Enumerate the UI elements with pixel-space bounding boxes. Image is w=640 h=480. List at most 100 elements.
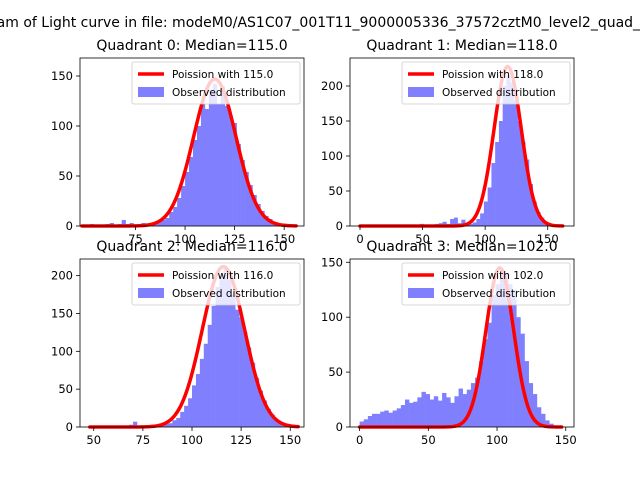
histogram-bar bbox=[223, 266, 228, 427]
histogram-bar bbox=[247, 347, 252, 427]
histogram-bar bbox=[433, 396, 439, 427]
histogram-bar bbox=[236, 144, 241, 226]
histogram-bar bbox=[248, 185, 253, 226]
y-tick-label: 0 bbox=[336, 219, 343, 233]
histogram-bar bbox=[376, 413, 381, 427]
histogram-bar bbox=[462, 394, 468, 427]
histogram-bar bbox=[532, 201, 537, 226]
histogram-bar bbox=[215, 287, 220, 427]
histogram-bars bbox=[359, 273, 562, 427]
x-tick-label: 150 bbox=[273, 232, 295, 246]
histogram-bar bbox=[512, 289, 517, 427]
histogram-bar bbox=[177, 198, 182, 226]
y-tick-label: 150 bbox=[321, 255, 343, 269]
histogram-bar bbox=[487, 187, 492, 226]
histogram-bar bbox=[216, 104, 222, 226]
histogram-bar bbox=[219, 275, 224, 427]
legend-label: Poission with 118.0 bbox=[442, 69, 543, 81]
histogram-bar bbox=[240, 160, 245, 226]
histogram-bar bbox=[541, 413, 546, 427]
histogram-bars bbox=[89, 266, 299, 427]
histogram-bar bbox=[388, 412, 393, 427]
legend-box bbox=[401, 61, 571, 105]
histogram-bar bbox=[208, 90, 214, 226]
histogram-bar bbox=[384, 410, 389, 427]
histogram-bar bbox=[483, 339, 488, 427]
histogram-bar bbox=[476, 219, 481, 226]
histogram-bar bbox=[188, 398, 193, 427]
y-tick-label: 0 bbox=[66, 420, 73, 434]
panel-title: Quadrant 2: Median=116.0 bbox=[96, 239, 287, 255]
histogram-bar bbox=[274, 419, 279, 427]
y-tick-label: 50 bbox=[58, 382, 73, 396]
histogram-bar bbox=[517, 121, 522, 226]
histogram-bar bbox=[425, 394, 431, 427]
histogram-bar bbox=[260, 211, 265, 226]
axes-frame bbox=[349, 258, 575, 428]
legend-box bbox=[401, 262, 571, 306]
histogram-bar bbox=[168, 423, 173, 427]
histogram-bar bbox=[446, 397, 451, 427]
y-tick-label: 0 bbox=[336, 420, 343, 434]
x-tick-label: 100 bbox=[181, 433, 203, 447]
histogram-bar bbox=[528, 184, 534, 226]
histogram-bar bbox=[491, 295, 496, 427]
x-tick-label: 0 bbox=[356, 433, 363, 447]
axes-frame bbox=[79, 57, 305, 227]
histogram-bar bbox=[195, 374, 201, 427]
histogram-bar bbox=[278, 422, 283, 427]
y-tick-label: 150 bbox=[321, 114, 343, 128]
histogram-bar bbox=[252, 195, 257, 226]
panels: 75 100 125 150 0 50 100 150 Quadrant 0: Median=1… bbox=[51, 38, 577, 447]
histogram-bar bbox=[232, 123, 237, 226]
histogram-bar bbox=[200, 104, 206, 226]
histogram-bar bbox=[392, 410, 398, 427]
x-tick-label: 75 bbox=[128, 232, 143, 246]
x-tick-label: 50 bbox=[421, 433, 436, 447]
histogram-bar bbox=[363, 419, 369, 427]
legend-label: Observed distribution bbox=[172, 288, 286, 300]
legend-box bbox=[131, 262, 301, 306]
panel-title: Quadrant 0: Median=115.0 bbox=[96, 38, 287, 54]
panel-2: 50 75 100 125 150 0 50 100 150 200 Quadrant 2: Med… bbox=[51, 239, 305, 447]
y-tick-label: 100 bbox=[321, 310, 343, 324]
histogram-bar bbox=[429, 399, 435, 427]
histogram-bar bbox=[450, 402, 455, 427]
x-tick-label: 125 bbox=[230, 433, 252, 447]
histogram-bar bbox=[404, 399, 410, 427]
histogram-bar bbox=[243, 332, 248, 427]
histogram-bar bbox=[487, 322, 492, 427]
histogram-bar bbox=[258, 390, 264, 427]
histogram-bar bbox=[239, 317, 244, 427]
x-tick-label: 100 bbox=[486, 433, 508, 447]
panel-1: 0 50 100 150 0 50 100 150 200 Quadrant 1: Median=… bbox=[321, 38, 575, 246]
histogram-bar bbox=[184, 405, 189, 427]
legend-label: Poission with 115.0 bbox=[172, 69, 273, 81]
histogram-bar bbox=[480, 213, 485, 226]
histogram-bar bbox=[199, 358, 205, 427]
legend: Poission with 115.0 Observed distribution bbox=[131, 61, 301, 105]
histogram-bar bbox=[227, 279, 232, 427]
histogram-bar bbox=[472, 222, 477, 226]
x-tick-label: 150 bbox=[555, 433, 577, 447]
histogram-bar bbox=[442, 392, 447, 427]
figure-suptitle: Histogram of Light curve in file: modeM0… bbox=[0, 15, 640, 31]
y-tick-label: 200 bbox=[321, 79, 343, 93]
histogram-bar bbox=[468, 223, 473, 226]
y-tick-label: 150 bbox=[51, 69, 73, 83]
histogram-bar bbox=[204, 109, 210, 226]
x-tick-label: 125 bbox=[224, 232, 246, 246]
histogram-bar bbox=[503, 273, 509, 427]
histogram-bar bbox=[513, 100, 518, 226]
legend: Poission with 102.0 Observed distribution bbox=[401, 262, 571, 306]
histogram-bar bbox=[176, 417, 181, 427]
histogram-bar bbox=[545, 420, 550, 427]
histogram-bar bbox=[189, 157, 194, 226]
histogram-bar bbox=[157, 221, 162, 226]
histogram-bar bbox=[165, 218, 170, 226]
legend-bar-swatch bbox=[408, 87, 434, 97]
histogram-bar bbox=[169, 212, 174, 226]
histogram-bar bbox=[192, 385, 197, 427]
x-tick-label: 75 bbox=[136, 433, 151, 447]
